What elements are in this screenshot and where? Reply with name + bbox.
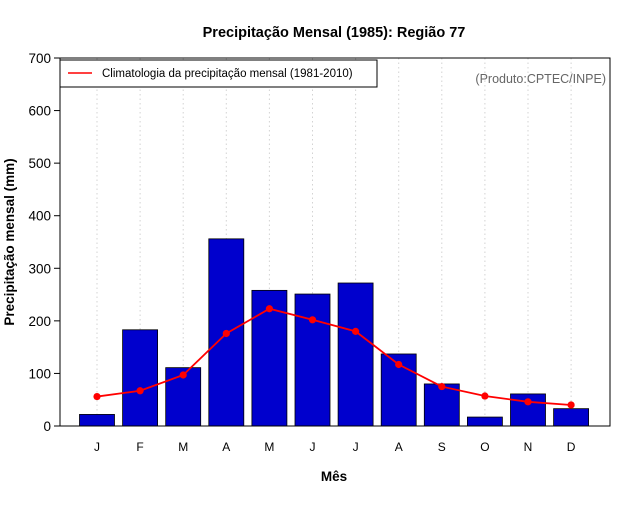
- climatology-point-11: [524, 398, 532, 406]
- bar-m-5: [251, 289, 288, 427]
- y-axis-label: Precipitação mensal (mm): [2, 158, 17, 325]
- x-tick-label: F: [136, 440, 143, 454]
- climatology-point-8: [395, 360, 403, 369]
- x-tick-label: S: [438, 440, 446, 454]
- chart-title: Precipitação Mensal (1985): Região 77: [203, 25, 466, 41]
- bar-n-11: [510, 393, 546, 427]
- bar-f-2: [122, 329, 158, 427]
- climatology-point-10: [481, 392, 489, 400]
- bar-j-7: [337, 282, 374, 427]
- legend-entry-climatology: Climatologia da precipitação mensal (198…: [102, 68, 353, 80]
- x-tick-label: N: [524, 440, 533, 454]
- y-tick-label: 0: [43, 419, 51, 434]
- climatology-point-2: [136, 387, 144, 395]
- x-tick-label: O: [480, 440, 489, 454]
- x-tick-label: M: [264, 440, 274, 454]
- climatology-point-5: [265, 305, 273, 313]
- x-tick-label: A: [395, 440, 403, 454]
- y-tick-label: 200: [28, 314, 51, 329]
- climatology-line: [96, 307, 572, 406]
- y-tick-label: 600: [28, 104, 51, 119]
- bar-j-6: [294, 293, 331, 427]
- climatology-point-1: [93, 392, 101, 401]
- source-annotation: (Produto:CPTEC/INPE): [475, 72, 606, 86]
- climatology-point-6: [308, 316, 317, 324]
- y-tick-label: 300: [28, 261, 51, 276]
- climatology-line-layer: [93, 305, 575, 409]
- climatology-point-9: [438, 382, 446, 391]
- bar-d-12: [553, 408, 589, 427]
- x-tick-label: J: [94, 440, 100, 454]
- climatology-point-7: [352, 327, 360, 335]
- climatology-point-4: [222, 329, 230, 338]
- bar-j-1: [79, 414, 115, 427]
- bar-o-10: [466, 416, 503, 427]
- climatology-point-12: [567, 401, 575, 409]
- x-tick-label: J: [353, 440, 359, 454]
- y-tick-label: 500: [28, 156, 51, 171]
- axes-layer: 0 100 200 300 400 500 600 700 J F M A M J J A S O N D: [28, 51, 575, 454]
- x-axis-label: Mês: [321, 469, 347, 484]
- x-tick-label: D: [567, 440, 576, 454]
- y-tick-label: 700: [28, 51, 51, 66]
- plot-frame: [59, 57, 611, 427]
- x-tick-label: A: [222, 440, 230, 454]
- y-tick-label: 100: [28, 366, 51, 381]
- x-tick-label: J: [310, 440, 316, 454]
- bars-layer: [79, 238, 589, 427]
- bar-s-9: [423, 383, 460, 427]
- climatology-point-3: [179, 371, 187, 379]
- y-tick-label: 400: [28, 209, 51, 224]
- x-tick-label: M: [178, 440, 188, 454]
- legend: Climatologia da precipitação mensal (198…: [59, 59, 378, 88]
- legend-box: [59, 59, 378, 88]
